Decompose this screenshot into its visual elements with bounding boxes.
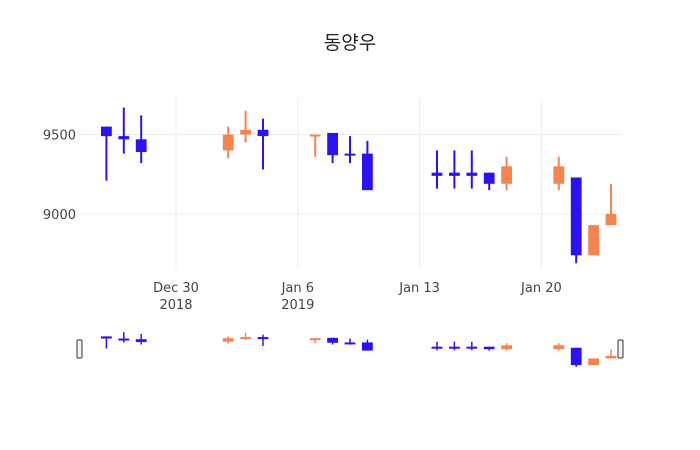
candle [449, 150, 460, 189]
candle [466, 150, 478, 189]
candle-body [501, 166, 512, 184]
candle-body [570, 347, 582, 366]
slider-candle [449, 341, 460, 351]
y-tick-label: 9000 [43, 208, 76, 223]
candle [240, 110, 251, 143]
y-tick-label: 9500 [43, 129, 76, 144]
x-tick-label: 2018 [159, 298, 192, 313]
candle-body [483, 172, 495, 184]
candle-body [240, 129, 251, 135]
chart-title: 동양우 [324, 32, 376, 54]
candle [344, 136, 356, 164]
candle-body [588, 358, 599, 366]
candle-body [605, 213, 617, 226]
candle-body [570, 177, 582, 256]
candle-body [553, 166, 565, 184]
candle-body [257, 129, 269, 137]
slider-candle [309, 338, 321, 344]
grid [80, 98, 620, 268]
slider-candle [431, 341, 443, 351]
slider-candle [344, 338, 356, 345]
slider-candle [240, 332, 251, 340]
x-tick-label: Jan 20 [520, 281, 562, 296]
range-slider-right-handle[interactable] [617, 339, 624, 359]
slider-candle [553, 343, 565, 351]
candle-body [431, 346, 443, 349]
candle [222, 126, 234, 159]
slider-candle [605, 349, 617, 359]
candle-body [501, 345, 512, 350]
candle-body [135, 139, 147, 153]
candle-body [553, 345, 565, 350]
x-tick-label: 2019 [281, 298, 314, 313]
x-tick-label: Dec 30 [153, 281, 199, 296]
candles [101, 107, 617, 264]
candle-body [466, 346, 478, 349]
candle [101, 126, 112, 181]
candle-body [135, 339, 147, 343]
x-tick-label: Jan 6 [281, 281, 314, 296]
range-slider-left-handle[interactable] [76, 339, 83, 359]
candle-body [118, 338, 130, 341]
slider-candle [362, 339, 373, 351]
slider-candle [327, 337, 338, 345]
candle-body [101, 126, 112, 137]
slider-candle [570, 347, 582, 367]
candle-body [327, 337, 338, 343]
candle-body [449, 172, 460, 176]
candle [327, 132, 338, 164]
candle [483, 172, 495, 191]
slider-candle [466, 341, 478, 351]
slider-candle [483, 346, 495, 351]
candle [605, 183, 617, 226]
slider-candle [222, 336, 234, 344]
candle [570, 177, 582, 264]
candle-body [118, 136, 130, 140]
candle-body [466, 172, 478, 176]
candle-body [344, 153, 356, 156]
candle-body [257, 337, 269, 340]
candle-body [344, 342, 356, 345]
candle [501, 156, 512, 191]
candle-body [222, 134, 234, 151]
candle [588, 225, 599, 256]
candle-body [240, 337, 251, 340]
candle [118, 107, 130, 154]
candle-body [327, 132, 338, 156]
slider-candle [101, 336, 112, 349]
range-slider-background [80, 330, 620, 368]
candle-body [431, 172, 443, 176]
candle-body [483, 346, 495, 350]
candle-body [101, 336, 112, 339]
candle-body [588, 225, 599, 256]
slider-candle [118, 332, 130, 343]
candle-body [605, 355, 617, 359]
x-axis-ticks: Dec 30 2018 Jan 6 2019 Jan 13 Jan 20 [153, 281, 562, 313]
candle [309, 134, 321, 157]
candle-body [309, 134, 321, 137]
candle-body [309, 338, 321, 341]
candle-body [449, 346, 460, 349]
candle [135, 115, 147, 164]
candle [362, 140, 373, 191]
x-tick-label: Jan 13 [398, 281, 440, 296]
slider-candle [501, 343, 512, 351]
y-axis-ticks: 9000 9500 [43, 129, 76, 223]
candle [553, 156, 565, 191]
slider-candle [257, 334, 269, 346]
candle-body [222, 338, 234, 342]
slider-candle [588, 358, 599, 366]
slider-candle [135, 333, 147, 345]
range-slider[interactable] [76, 330, 624, 368]
candle [431, 150, 443, 189]
candle-body [362, 342, 373, 351]
candle-body [362, 153, 373, 191]
candle [257, 118, 269, 170]
